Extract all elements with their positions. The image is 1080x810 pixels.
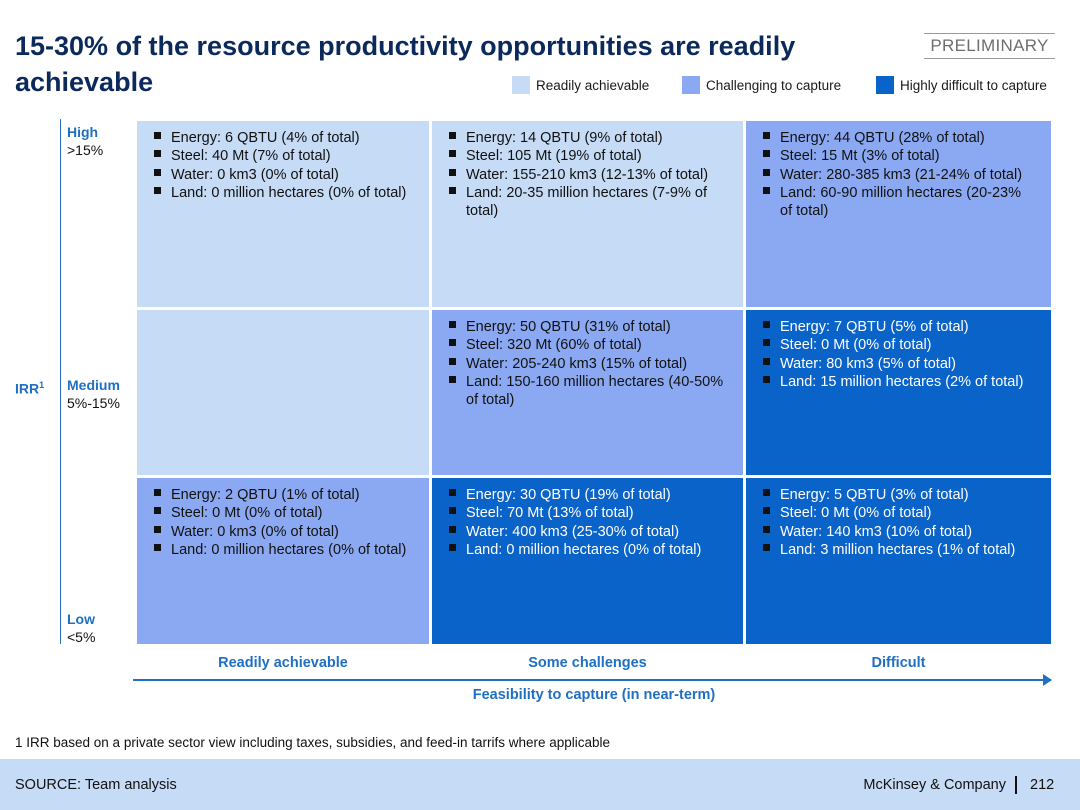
cell-bullet: Water: 80 km3 (5% of total) xyxy=(758,355,1033,373)
cell-high-some: Energy: 14 QBTU (9% of total) Steel: 105 … xyxy=(432,121,743,307)
cell-bullet: Land: 3 million hectares (1% of total) xyxy=(758,541,1033,559)
footnote: 1 IRR based on a private sector view inc… xyxy=(15,735,611,750)
cell-bullet: Energy: 2 QBTU (1% of total) xyxy=(149,486,411,504)
cell-bullet: Steel: 0 Mt (0% of total) xyxy=(758,504,1033,522)
x-label-readily: Readily achievable xyxy=(218,655,348,671)
irr-footnote-mark: 1 xyxy=(39,380,45,390)
cell-low-difficult: Energy: 5 QBTU (3% of total) Steel: 0 Mt … xyxy=(746,478,1051,644)
cell-bullet: Water: 205-240 km3 (15% of total) xyxy=(444,355,725,373)
legend-item-challenging: Challenging to capture xyxy=(682,76,841,94)
legend-label: Highly difficult to capture xyxy=(900,77,1047,93)
legend-swatch xyxy=(512,76,530,94)
cell-bullet: Steel: 320 Mt (60% of total) xyxy=(444,336,725,354)
badge-border xyxy=(924,33,1055,34)
footer-divider xyxy=(1015,776,1017,794)
cell-bullet: Land: 15 million hectares (2% of total) xyxy=(758,373,1033,391)
cell-bullet: Steel: 105 Mt (19% of total) xyxy=(444,147,725,165)
cell-bullet: Steel: 0 Mt (0% of total) xyxy=(758,336,1033,354)
cell-bullet: Steel: 0 Mt (0% of total) xyxy=(149,504,411,522)
preliminary-badge: PRELIMINARY xyxy=(924,34,1055,59)
x-label-difficult: Difficult xyxy=(871,655,926,671)
y-level-name: Medium xyxy=(67,377,120,393)
cell-medium-some: Energy: 50 QBTU (31% of total) Steel: 320… xyxy=(432,310,743,475)
y-level-name: High xyxy=(67,124,99,140)
page-number: 212 xyxy=(1030,777,1055,793)
y-level-range: 5%-15% xyxy=(67,395,120,411)
cell-bullet: Energy: 30 QBTU (19% of total) xyxy=(444,486,725,504)
cell-bullet: Water: 0 km3 (0% of total) xyxy=(149,523,411,541)
cell-medium-ready xyxy=(137,310,429,475)
cell-bullet: Land: 60-90 million hectares (20-23% of … xyxy=(758,184,1033,221)
y-axis-line xyxy=(60,119,61,644)
cell-bullet: Water: 400 km3 (25-30% of total) xyxy=(444,523,725,541)
cell-bullet: Energy: 44 QBTU (28% of total) xyxy=(758,129,1033,147)
y-level-range: >15% xyxy=(67,142,104,158)
source-text: SOURCE: Team analysis xyxy=(15,777,177,793)
cell-low-ready: Energy: 2 QBTU (1% of total) Steel: 0 Mt … xyxy=(137,478,429,644)
brand-name: McKinsey & Company xyxy=(863,777,1006,793)
cell-medium-difficult: Energy: 7 QBTU (5% of total) Steel: 0 Mt … xyxy=(746,310,1051,475)
y-axis-title: IRR1 xyxy=(15,380,44,397)
legend-item-readily: Readily achievable xyxy=(512,76,649,94)
y-level-high: High >15% xyxy=(67,123,103,159)
legend-label: Challenging to capture xyxy=(706,77,842,93)
cell-bullet: Energy: 7 QBTU (5% of total) xyxy=(758,318,1033,336)
cell-bullet: Water: 140 km3 (10% of total) xyxy=(758,523,1033,541)
cell-bullet: Steel: 70 Mt (13% of total) xyxy=(444,504,725,522)
cell-low-some: Energy: 30 QBTU (19% of total) Steel: 70 … xyxy=(432,478,743,644)
cell-bullet: Water: 280-385 km3 (21-24% of total) xyxy=(758,166,1033,184)
cell-bullet: Energy: 6 QBTU (4% of total) xyxy=(149,129,411,147)
page-title: 15-30% of the resource productivity oppo… xyxy=(15,31,796,97)
legend-label: Readily achievable xyxy=(536,77,650,93)
y-level-low: Low <5% xyxy=(67,610,95,646)
cell-high-difficult: Energy: 44 QBTU (28% of total) Steel: 15 … xyxy=(746,121,1051,307)
x-axis-arrow-icon xyxy=(1043,674,1052,686)
cell-bullet: Steel: 40 Mt (7% of total) xyxy=(149,147,411,165)
feasibility-matrix: Energy: 6 QBTU (4% of total) Steel: 40 Mt… xyxy=(137,121,1051,644)
cell-bullet: Energy: 50 QBTU (31% of total) xyxy=(444,318,725,336)
cell-bullet: Steel: 15 Mt (3% of total) xyxy=(758,147,1033,165)
cell-bullet: Land: 150-160 million hectares (40-50% o… xyxy=(444,373,725,410)
x-axis-title: Feasibility to capture (in near-term) xyxy=(472,687,716,703)
cell-bullet: Water: 0 km3 (0% of total) xyxy=(149,166,411,184)
y-level-name: Low xyxy=(67,611,95,627)
cell-bullet: Land: 0 million hectares (0% of total) xyxy=(149,541,411,559)
legend-swatch xyxy=(876,76,894,94)
cell-bullet: Land: 0 million hectares (0% of total) xyxy=(444,541,725,559)
cell-bullet: Land: 20-35 million hectares (7-9% of to… xyxy=(444,184,725,221)
legend-item-difficult: Highly difficult to capture xyxy=(876,76,1047,94)
y-level-range: <5% xyxy=(67,629,96,645)
cell-bullet: Energy: 5 QBTU (3% of total) xyxy=(758,486,1033,504)
legend-swatch xyxy=(682,76,700,94)
footer-band xyxy=(0,759,1080,810)
x-axis-line xyxy=(133,679,1051,681)
cell-high-ready: Energy: 6 QBTU (4% of total) Steel: 40 Mt… xyxy=(137,121,429,307)
y-level-medium: Medium 5%-15% xyxy=(67,376,120,412)
cell-bullet: Energy: 14 QBTU (9% of total) xyxy=(444,129,725,147)
irr-label: IRR xyxy=(15,380,40,397)
cell-bullet: Water: 155-210 km3 (12-13% of total) xyxy=(444,166,725,184)
cell-bullet: Land: 0 million hectares (0% of total) xyxy=(149,184,411,202)
x-label-some: Some challenges xyxy=(528,655,647,671)
